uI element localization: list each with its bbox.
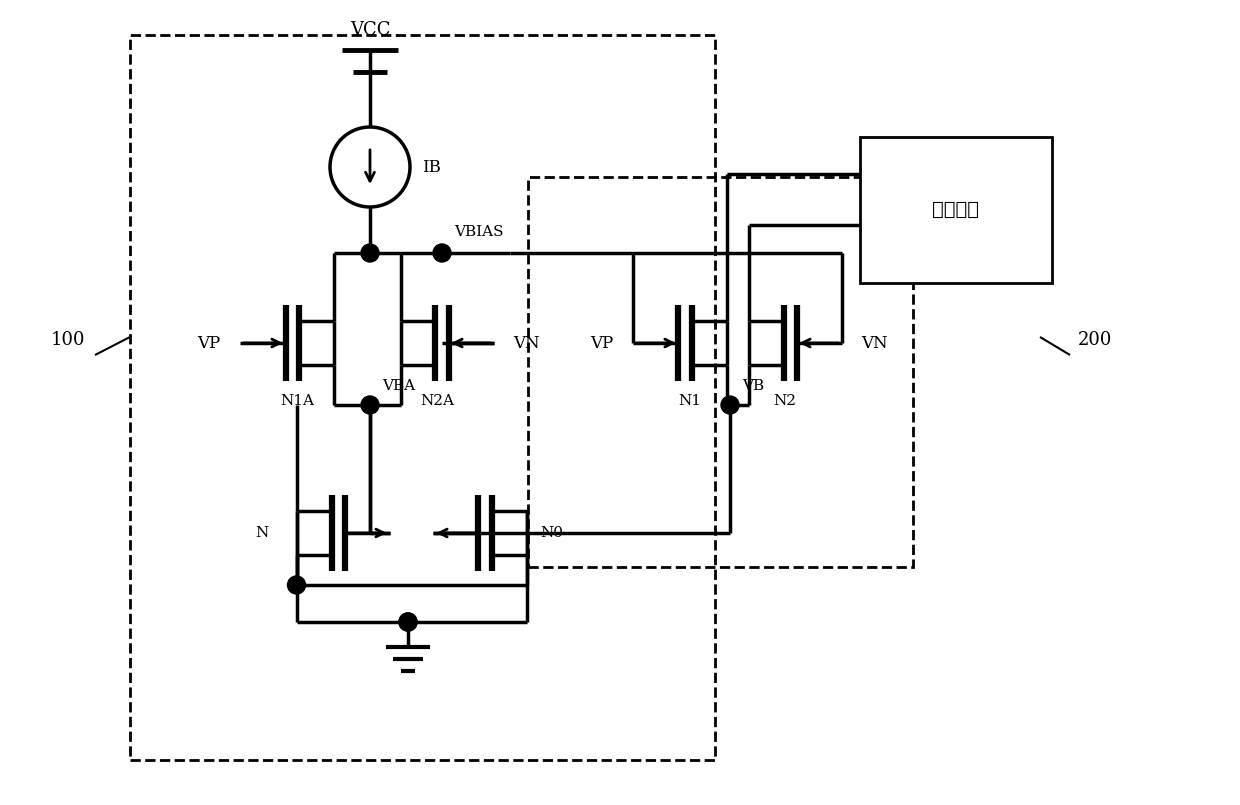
Circle shape — [399, 613, 417, 631]
Text: N: N — [254, 526, 268, 540]
Bar — [528, 177, 913, 567]
Text: VN: VN — [862, 335, 888, 352]
Text: VB: VB — [742, 379, 764, 393]
Circle shape — [361, 244, 379, 262]
Circle shape — [399, 613, 417, 631]
Text: 100: 100 — [51, 331, 86, 349]
Text: VN: VN — [513, 335, 541, 352]
Text: IB: IB — [422, 159, 441, 175]
Circle shape — [720, 396, 739, 414]
Text: 200: 200 — [1078, 331, 1112, 349]
Circle shape — [288, 576, 305, 594]
Text: VCC: VCC — [350, 21, 391, 39]
Text: 后级电路: 后级电路 — [932, 201, 980, 219]
Text: N1: N1 — [678, 394, 702, 408]
Text: VBIAS: VBIAS — [454, 225, 503, 239]
Text: N0: N0 — [539, 526, 563, 540]
Text: N2A: N2A — [420, 394, 454, 408]
Text: N1A: N1A — [280, 394, 314, 408]
Bar — [130, 35, 715, 760]
Bar — [861, 137, 1052, 283]
Text: VP: VP — [197, 335, 221, 352]
Circle shape — [433, 244, 451, 262]
Text: N2: N2 — [774, 394, 796, 408]
Text: VP: VP — [590, 335, 614, 352]
Text: VBA: VBA — [382, 379, 415, 393]
Circle shape — [361, 396, 379, 414]
